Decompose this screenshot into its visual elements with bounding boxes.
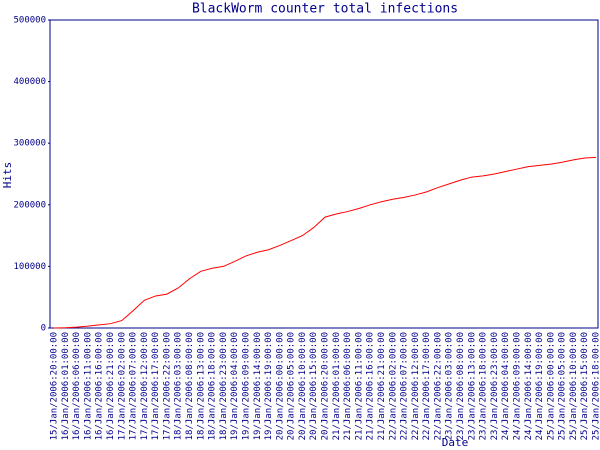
x-tick-label: 25/Jan/2006:18:00:00 [592,332,600,440]
x-tick-label: 18/Jan/2006:03:00:00 [174,332,184,440]
x-tick-label: 18/Jan/2006:13:00:00 [196,332,206,440]
x-tick-label: 23/Jan/2006:13:00:00 [467,332,477,440]
x-tick-label: 22/Jan/2006:07:00:00 [400,332,410,440]
x-tick-label: 17/Jan/2006:02:00:00 [117,332,127,440]
x-tick-label: 22/Jan/2006:17:00:00 [422,332,432,440]
y-tick-label: 200000 [13,200,46,210]
x-tick-label: 18/Jan/2006:23:00:00 [219,332,229,440]
x-tick-label: 20/Jan/2006:00:00:00 [275,332,285,440]
x-tick-label: 24/Jan/2006:04:00:00 [501,332,511,440]
y-tick-label: 300000 [13,139,46,149]
x-tick-label: 19/Jan/2006:19:00:00 [264,332,274,440]
plot-frame [49,19,599,329]
x-tick-label: 17/Jan/2006:07:00:00 [129,332,139,440]
x-tick-label: 21/Jan/2006:01:00:00 [332,332,342,440]
x-tick-label: 16/Jan/2006:06:00:00 [72,332,82,440]
y-tick-label: 0 [41,324,46,334]
x-tick-label: 15/Jan/2006:20:00:00 [50,332,60,440]
data-line [53,156,597,329]
x-tick-label: 22/Jan/2006:02:00:00 [388,332,398,440]
x-tick-label: 25/Jan/2006:15:00:00 [580,332,590,440]
x-tick-label: 22/Jan/2006:22:00:00 [433,332,443,440]
x-tick-label: 24/Jan/2006:14:00:00 [524,332,534,440]
x-tick-label: 21/Jan/2006:06:00:00 [343,332,353,440]
x-tick-label: 21/Jan/2006:16:00:00 [366,332,376,440]
x-tick-label: 16/Jan/2006:11:00:00 [83,332,93,440]
x-tick-label: 23/Jan/2006:08:00:00 [456,332,466,440]
x-tick-label: 23/Jan/2006:03:00:00 [445,332,455,440]
x-tick-label: 19/Jan/2006:14:00:00 [253,332,263,440]
x-tick-label: 18/Jan/2006:08:00:00 [185,332,195,440]
x-tick-label: 22/Jan/2006:12:00:00 [411,332,421,440]
x-tick-label: 23/Jan/2006:18:00:00 [479,332,489,440]
y-tick-label: 500000 [13,16,46,26]
x-tick-label: 25/Jan/2006:00:00:00 [546,332,556,440]
x-tick-label: 17/Jan/2006:17:00:00 [151,332,161,440]
x-tick-label: 20/Jan/2006:05:00:00 [287,332,297,440]
x-axis-label: Date [442,436,469,449]
x-tick-label: 23/Jan/2006:23:00:00 [490,332,500,440]
x-tick-label: 17/Jan/2006:12:00:00 [140,332,150,440]
x-tick-label: 21/Jan/2006:21:00:00 [377,332,387,440]
y-tick-label: 400000 [13,77,46,87]
x-tick-label: 24/Jan/2006:19:00:00 [535,332,545,440]
x-tick-label: 25/Jan/2006:05:00:00 [558,332,568,440]
x-tick-label: 24/Jan/2006:09:00:00 [512,332,522,440]
x-tick-label: 16/Jan/2006:16:00:00 [95,332,105,440]
x-tick-label: 20/Jan/2006:20:00:00 [321,332,331,440]
x-tick-label: 18/Jan/2006:18:00:00 [208,332,218,440]
x-tick-label: 20/Jan/2006:15:00:00 [309,332,319,440]
y-axis-label: Hits [1,162,14,189]
x-tick-label: 20/Jan/2006:10:00:00 [298,332,308,440]
x-tick-label: 16/Jan/2006:21:00:00 [106,332,116,440]
y-tick-label: 100000 [13,262,46,272]
x-tick-label: 21/Jan/2006:11:00:00 [354,332,364,440]
x-tick-label: 25/Jan/2006:10:00:00 [569,332,579,440]
chart-title: BlackWorm counter total infections [192,2,458,17]
x-tick-label: 19/Jan/2006:09:00:00 [241,332,251,440]
x-tick-label: 19/Jan/2006:04:00:00 [230,332,240,440]
x-tick-label: 17/Jan/2006:22:00:00 [162,332,172,440]
x-tick-label: 16/Jan/2006:01:00:00 [61,332,71,440]
